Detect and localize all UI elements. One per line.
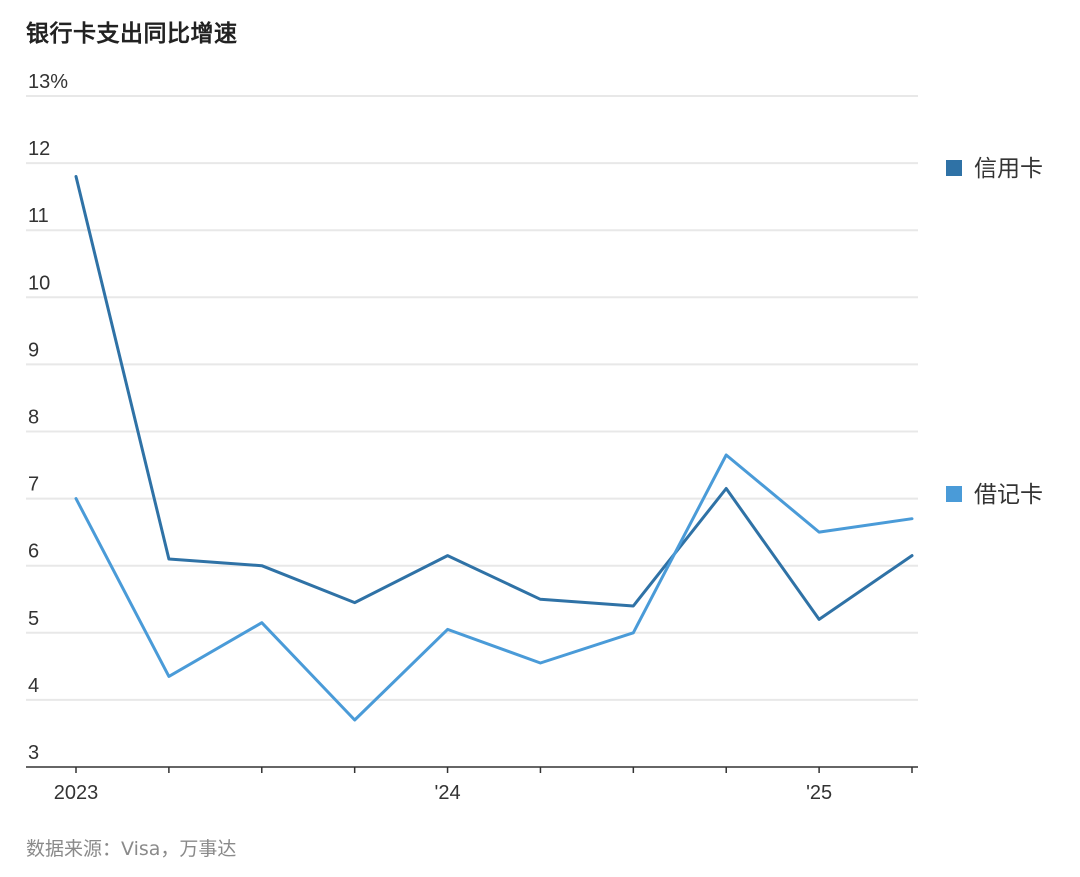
y-tick-label: 9 — [28, 339, 39, 361]
x-tick-label: '25 — [806, 782, 832, 804]
y-tick-label: 10 — [28, 272, 50, 294]
y-tick-label: 6 — [28, 541, 39, 563]
source-note: 数据来源：Visa，万事达 — [26, 838, 237, 860]
x-axis: 2023 '24 '25 — [26, 766, 918, 804]
y-tick-label: 3 — [28, 742, 39, 764]
legend-label: 借记卡 — [974, 482, 1043, 508]
y-tick-label: 4 — [28, 675, 39, 697]
legend-label: 信用卡 — [974, 156, 1043, 182]
y-tick-label: 8 — [28, 407, 39, 429]
y-tick-label: 12 — [28, 138, 50, 160]
legend-swatch — [946, 160, 962, 176]
x-tick-label: 2023 — [54, 782, 99, 804]
series-line-credit — [74, 175, 914, 621]
series-line-debit — [74, 453, 914, 722]
y-axis-tick-labels: 3 4 5 6 7 8 9 10 11 12 13% — [28, 71, 68, 764]
y-tick-label: 13% — [28, 71, 68, 93]
x-tick-label: '24 — [435, 782, 461, 804]
y-tick-label: 11 — [28, 205, 49, 227]
grid-lines — [26, 95, 918, 701]
legend-swatch — [946, 486, 962, 502]
series-lines — [74, 175, 914, 722]
y-tick-label: 5 — [28, 608, 39, 630]
y-tick-label: 7 — [28, 474, 39, 496]
chart-title: 银行卡支出同比增速 — [26, 21, 238, 47]
